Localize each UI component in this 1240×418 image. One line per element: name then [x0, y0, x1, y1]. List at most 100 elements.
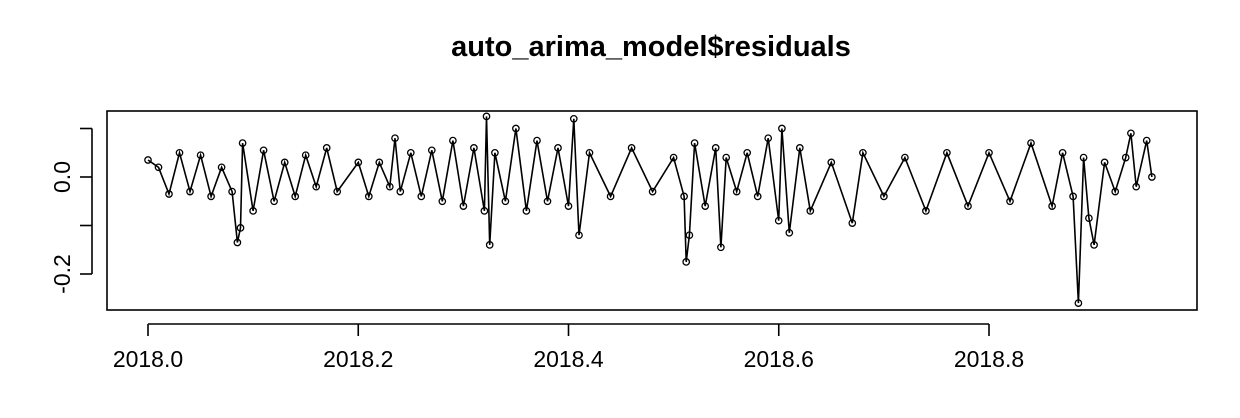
data-point [512, 124, 520, 133]
data-point [859, 148, 867, 157]
data-point [228, 187, 236, 196]
data-point [485, 241, 494, 249]
data-point [585, 148, 594, 157]
data-point [144, 156, 152, 164]
data-point [375, 158, 384, 167]
data-point [985, 148, 993, 157]
data-point [943, 148, 951, 157]
data-point [1074, 299, 1083, 307]
plot-frame [106, 110, 1198, 311]
data-point [165, 190, 173, 198]
data-point [753, 192, 762, 201]
data-point [722, 153, 731, 162]
data-point [1148, 173, 1156, 181]
data-point [438, 197, 447, 206]
data-point [778, 124, 786, 133]
data-point [501, 197, 510, 206]
x-tick-label: 2018.0 [113, 346, 183, 372]
data-point [1027, 139, 1035, 147]
data-point [690, 139, 699, 147]
y-tick-label: 0.0 [49, 161, 75, 193]
data-point [901, 153, 909, 162]
data-point [391, 134, 399, 143]
data-point [648, 187, 657, 196]
data-point [427, 146, 436, 155]
data-point [406, 148, 415, 157]
data-point [333, 187, 342, 196]
data-point [312, 182, 321, 191]
data-point [482, 112, 491, 121]
data-point [669, 153, 678, 162]
data-point [774, 216, 783, 225]
data-point [1142, 136, 1151, 145]
data-point [396, 187, 405, 196]
data-point [1058, 148, 1067, 157]
data-point [301, 151, 310, 160]
data-point [922, 207, 930, 215]
y-axis: -0.2 0.0 [49, 127, 93, 294]
x-tick-label: 2018.4 [533, 346, 604, 372]
data-point [1121, 153, 1130, 162]
data-point [259, 146, 268, 155]
data-point [238, 139, 247, 147]
data-point [627, 144, 636, 152]
series-line [147, 116, 1153, 304]
data-point [322, 144, 331, 152]
data-point [543, 197, 552, 206]
data-point [1132, 182, 1141, 191]
data-point [280, 158, 289, 167]
data-point [207, 192, 215, 201]
data-point [1048, 202, 1056, 210]
data-point [806, 207, 815, 215]
data-point [291, 192, 300, 201]
data-point [848, 219, 857, 227]
data-point [154, 163, 163, 172]
data-point [764, 134, 773, 143]
data-point [1127, 129, 1135, 138]
data-point [827, 158, 836, 167]
x-axis: 2018.0 2018.2 2018.4 2018.6 2018.8 [113, 323, 1024, 372]
data-point [533, 136, 541, 145]
y-tick-label: -0.2 [49, 254, 75, 294]
data-point [1085, 214, 1093, 223]
data-point [491, 148, 499, 157]
data-point [364, 192, 373, 201]
data-point [732, 187, 741, 196]
data-point [186, 187, 194, 196]
data-point [1006, 197, 1014, 206]
data-point [459, 202, 468, 210]
data-point [564, 202, 573, 210]
data-point [385, 182, 394, 191]
data-point [270, 197, 278, 206]
data-point [701, 202, 710, 210]
data-point [785, 228, 794, 237]
data-point [880, 192, 888, 201]
data-point [480, 207, 489, 215]
data-point [606, 192, 615, 201]
data-point [196, 151, 205, 160]
data-point [236, 224, 245, 232]
residual-series [144, 112, 1156, 307]
data-point [1100, 158, 1109, 167]
data-point [717, 243, 725, 252]
data-point [743, 148, 752, 157]
data-point [575, 231, 583, 240]
data-point [1090, 241, 1098, 249]
data-point [417, 192, 426, 201]
data-point [522, 207, 531, 215]
data-point [795, 144, 804, 152]
data-point [711, 144, 720, 152]
data-point [354, 158, 363, 167]
data-point [449, 136, 457, 145]
data-point [569, 114, 578, 123]
data-point [175, 148, 184, 157]
data-point [233, 238, 242, 247]
x-tick-label: 2018.6 [744, 346, 814, 372]
x-tick-label: 2018.2 [323, 346, 393, 372]
x-tick-label: 2018.8 [954, 346, 1024, 372]
data-point [1079, 153, 1088, 162]
data-point [1069, 192, 1077, 201]
data-point [964, 202, 972, 210]
data-point [554, 144, 562, 152]
